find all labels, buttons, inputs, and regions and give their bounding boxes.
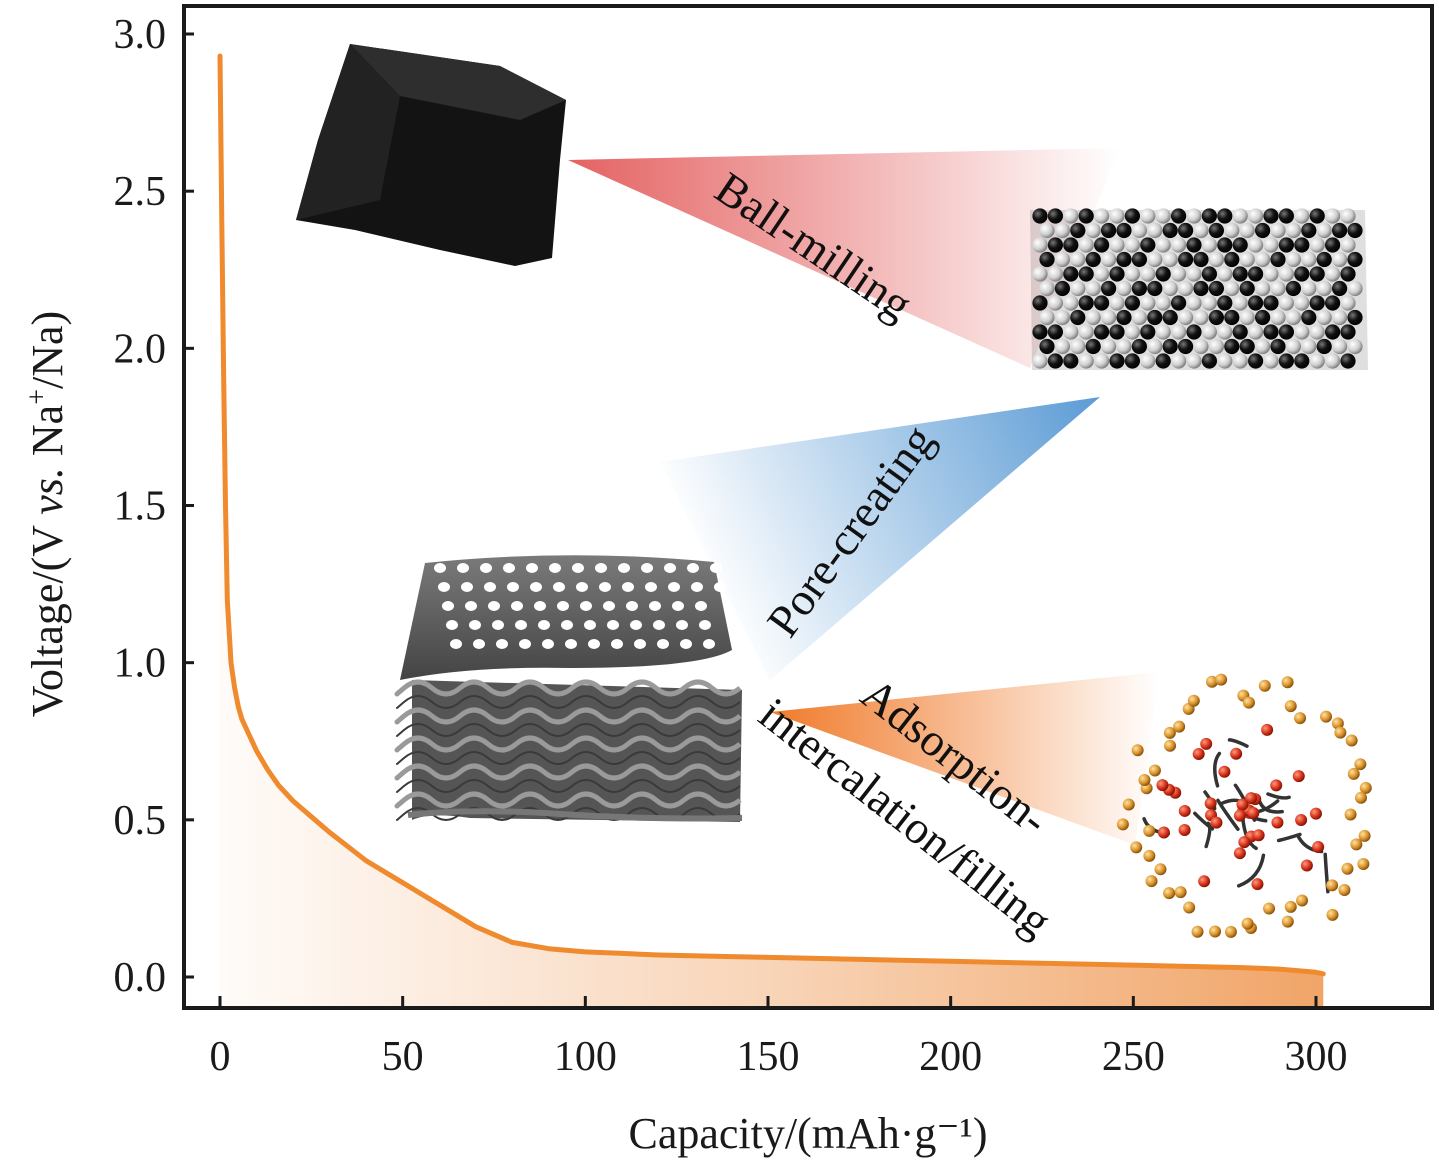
y-axis-label: Voltage/(V vs. Na+/Na): [22, 311, 72, 717]
x-tick-label: 100: [554, 1034, 617, 1080]
y-tick-label: 2.0: [114, 326, 167, 372]
x-tick-label: 150: [736, 1034, 799, 1080]
y-tick-label: 0.5: [114, 798, 167, 844]
x-tick-label: 0: [210, 1034, 231, 1080]
x-axis-label: Capacity/(mAh·g⁻¹): [629, 1109, 988, 1158]
graphitic-sphere-lattice-icon: [1030, 208, 1368, 370]
voltage-curve: [217, 53, 1326, 977]
porous-layered-carbon-icon: [394, 555, 743, 822]
x-tick-label: 300: [1284, 1034, 1347, 1080]
x-tick-label: 50: [382, 1034, 424, 1080]
x-tick-label: 250: [1102, 1034, 1165, 1080]
hard-carbon-block-icon: [296, 44, 566, 266]
ball-milling-wedge: [568, 148, 1120, 368]
x-tick-label: 200: [919, 1034, 982, 1080]
adsorption-wedge: [770, 672, 1160, 845]
capacity-area-fill: [220, 56, 1324, 1008]
y-tick-label: 0.0: [114, 955, 167, 1001]
pore-creating-wedge: [660, 397, 1100, 680]
y-axis: 0.0 0.5 1.0 1.5 2.0 2.5 3.0: [114, 12, 194, 1001]
x-axis: 0 50 100 150 200 250 300: [210, 996, 1347, 1080]
y-tick-label: 1.5: [114, 484, 167, 530]
sodium-cluster-icon: [1116, 673, 1372, 938]
y-tick-label: 1.0: [114, 641, 167, 687]
y-tick-label: 2.5: [114, 169, 167, 215]
y-tick-label: 3.0: [114, 12, 167, 58]
